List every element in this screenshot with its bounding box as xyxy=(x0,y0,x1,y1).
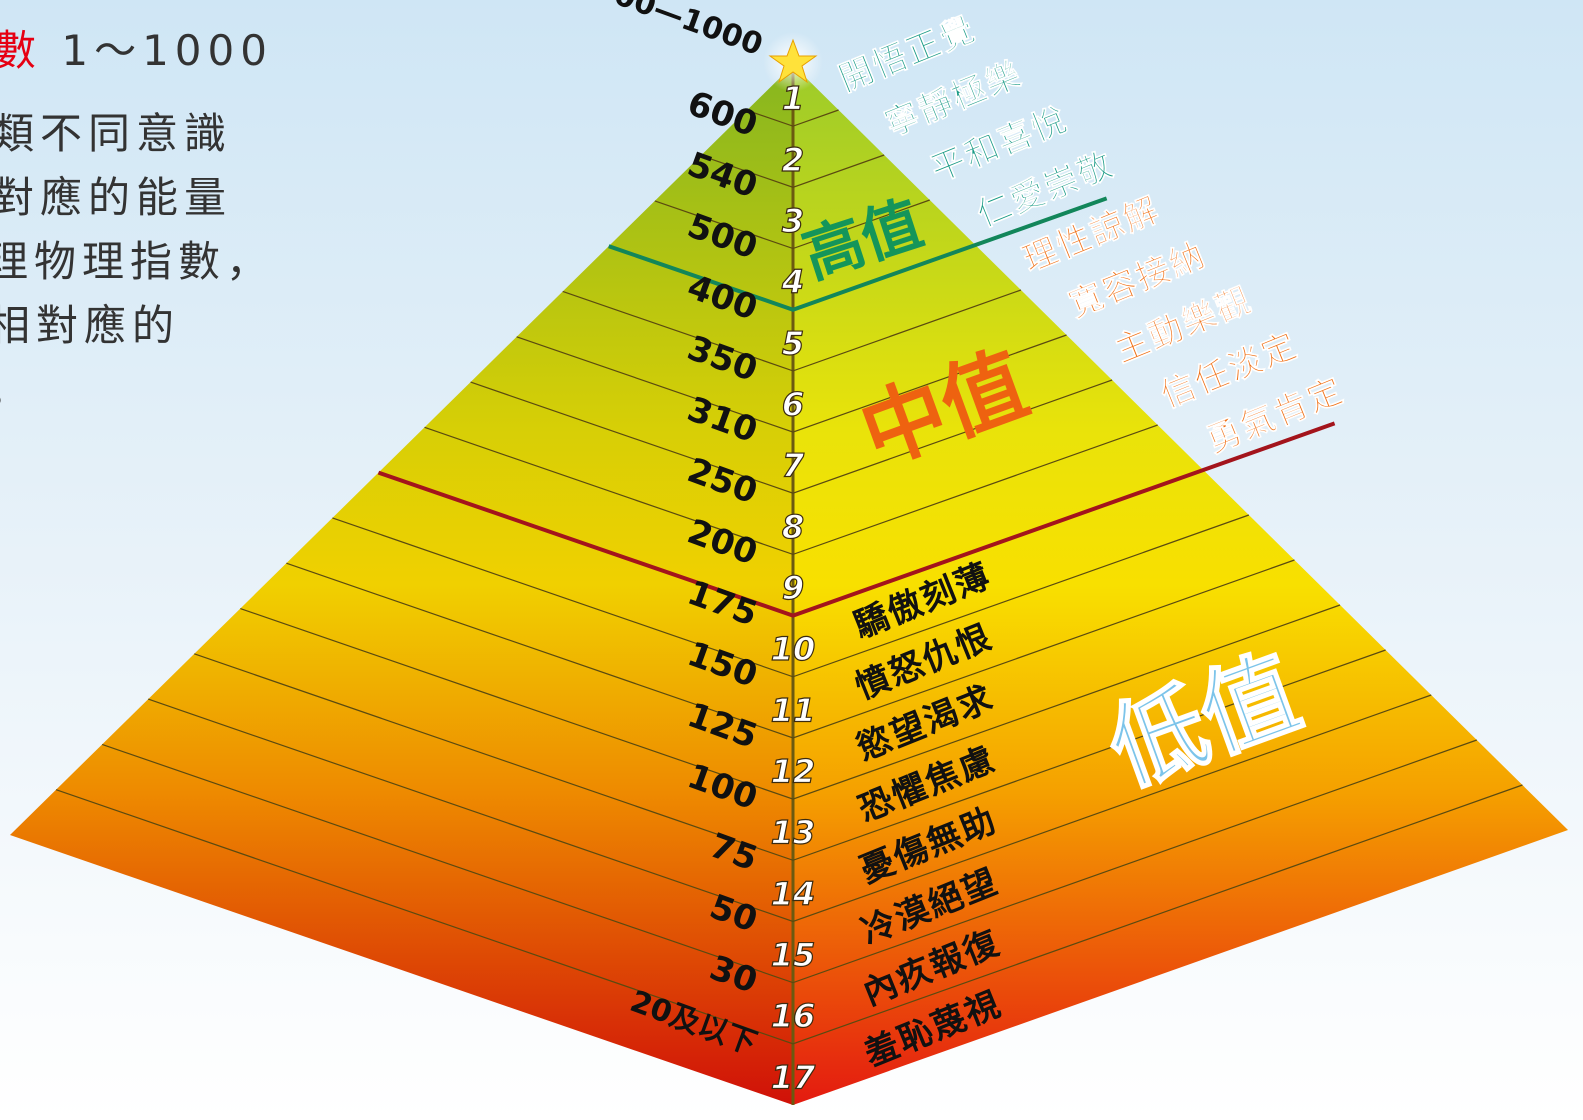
intro-line: 理物理指數， xyxy=(0,237,274,286)
intro-line: 類不同意識 xyxy=(0,109,232,158)
rank-number: 3 xyxy=(782,202,804,240)
pyramid-left-face xyxy=(10,65,793,1105)
rank-number: 11 xyxy=(771,691,816,729)
row-divider xyxy=(424,424,1158,556)
rank-number: 17 xyxy=(771,1058,816,1096)
star xyxy=(768,38,818,84)
intro-line: 數 1～1000 xyxy=(0,26,273,75)
row-divider xyxy=(194,649,1386,861)
row-divider xyxy=(746,109,839,127)
rank-number: 8 xyxy=(782,508,804,546)
rank-number: 7 xyxy=(782,447,805,485)
row-divider xyxy=(147,694,1432,923)
intro-highlight: 數 xyxy=(0,26,42,75)
intro-line: 。 xyxy=(0,365,34,414)
intro-line: 相對應的 xyxy=(0,301,180,350)
rank-number: 16 xyxy=(771,997,816,1035)
pyramid-right-face xyxy=(793,65,1568,1105)
row-divider xyxy=(654,199,930,250)
rank-number: 4 xyxy=(781,263,804,301)
row-divider xyxy=(516,334,1067,433)
row-divider xyxy=(101,739,1478,984)
rank-number: 2 xyxy=(782,141,804,179)
row-divider xyxy=(562,289,1022,372)
rank-number: 14 xyxy=(771,875,816,913)
rank-number: 5 xyxy=(782,324,804,362)
intro-line: 對應的能量 xyxy=(0,173,232,222)
intro-text: 1～1000 xyxy=(42,26,273,75)
rank-number: 6 xyxy=(782,385,804,423)
rank-number: 13 xyxy=(771,814,816,852)
rank-number: 10 xyxy=(771,630,816,668)
row-divider xyxy=(470,379,1113,494)
row-divider xyxy=(55,784,1523,1045)
rank-number: 9 xyxy=(782,569,804,607)
row-divider xyxy=(700,154,885,188)
rank-number: 1 xyxy=(782,80,804,118)
row-divider xyxy=(240,604,1341,800)
row-divider xyxy=(332,514,1250,678)
rank-number: 15 xyxy=(771,936,816,974)
group-divider xyxy=(608,196,1108,312)
row-divider xyxy=(286,559,1295,739)
group-divider xyxy=(377,421,1336,618)
rank-number: 12 xyxy=(771,753,816,791)
